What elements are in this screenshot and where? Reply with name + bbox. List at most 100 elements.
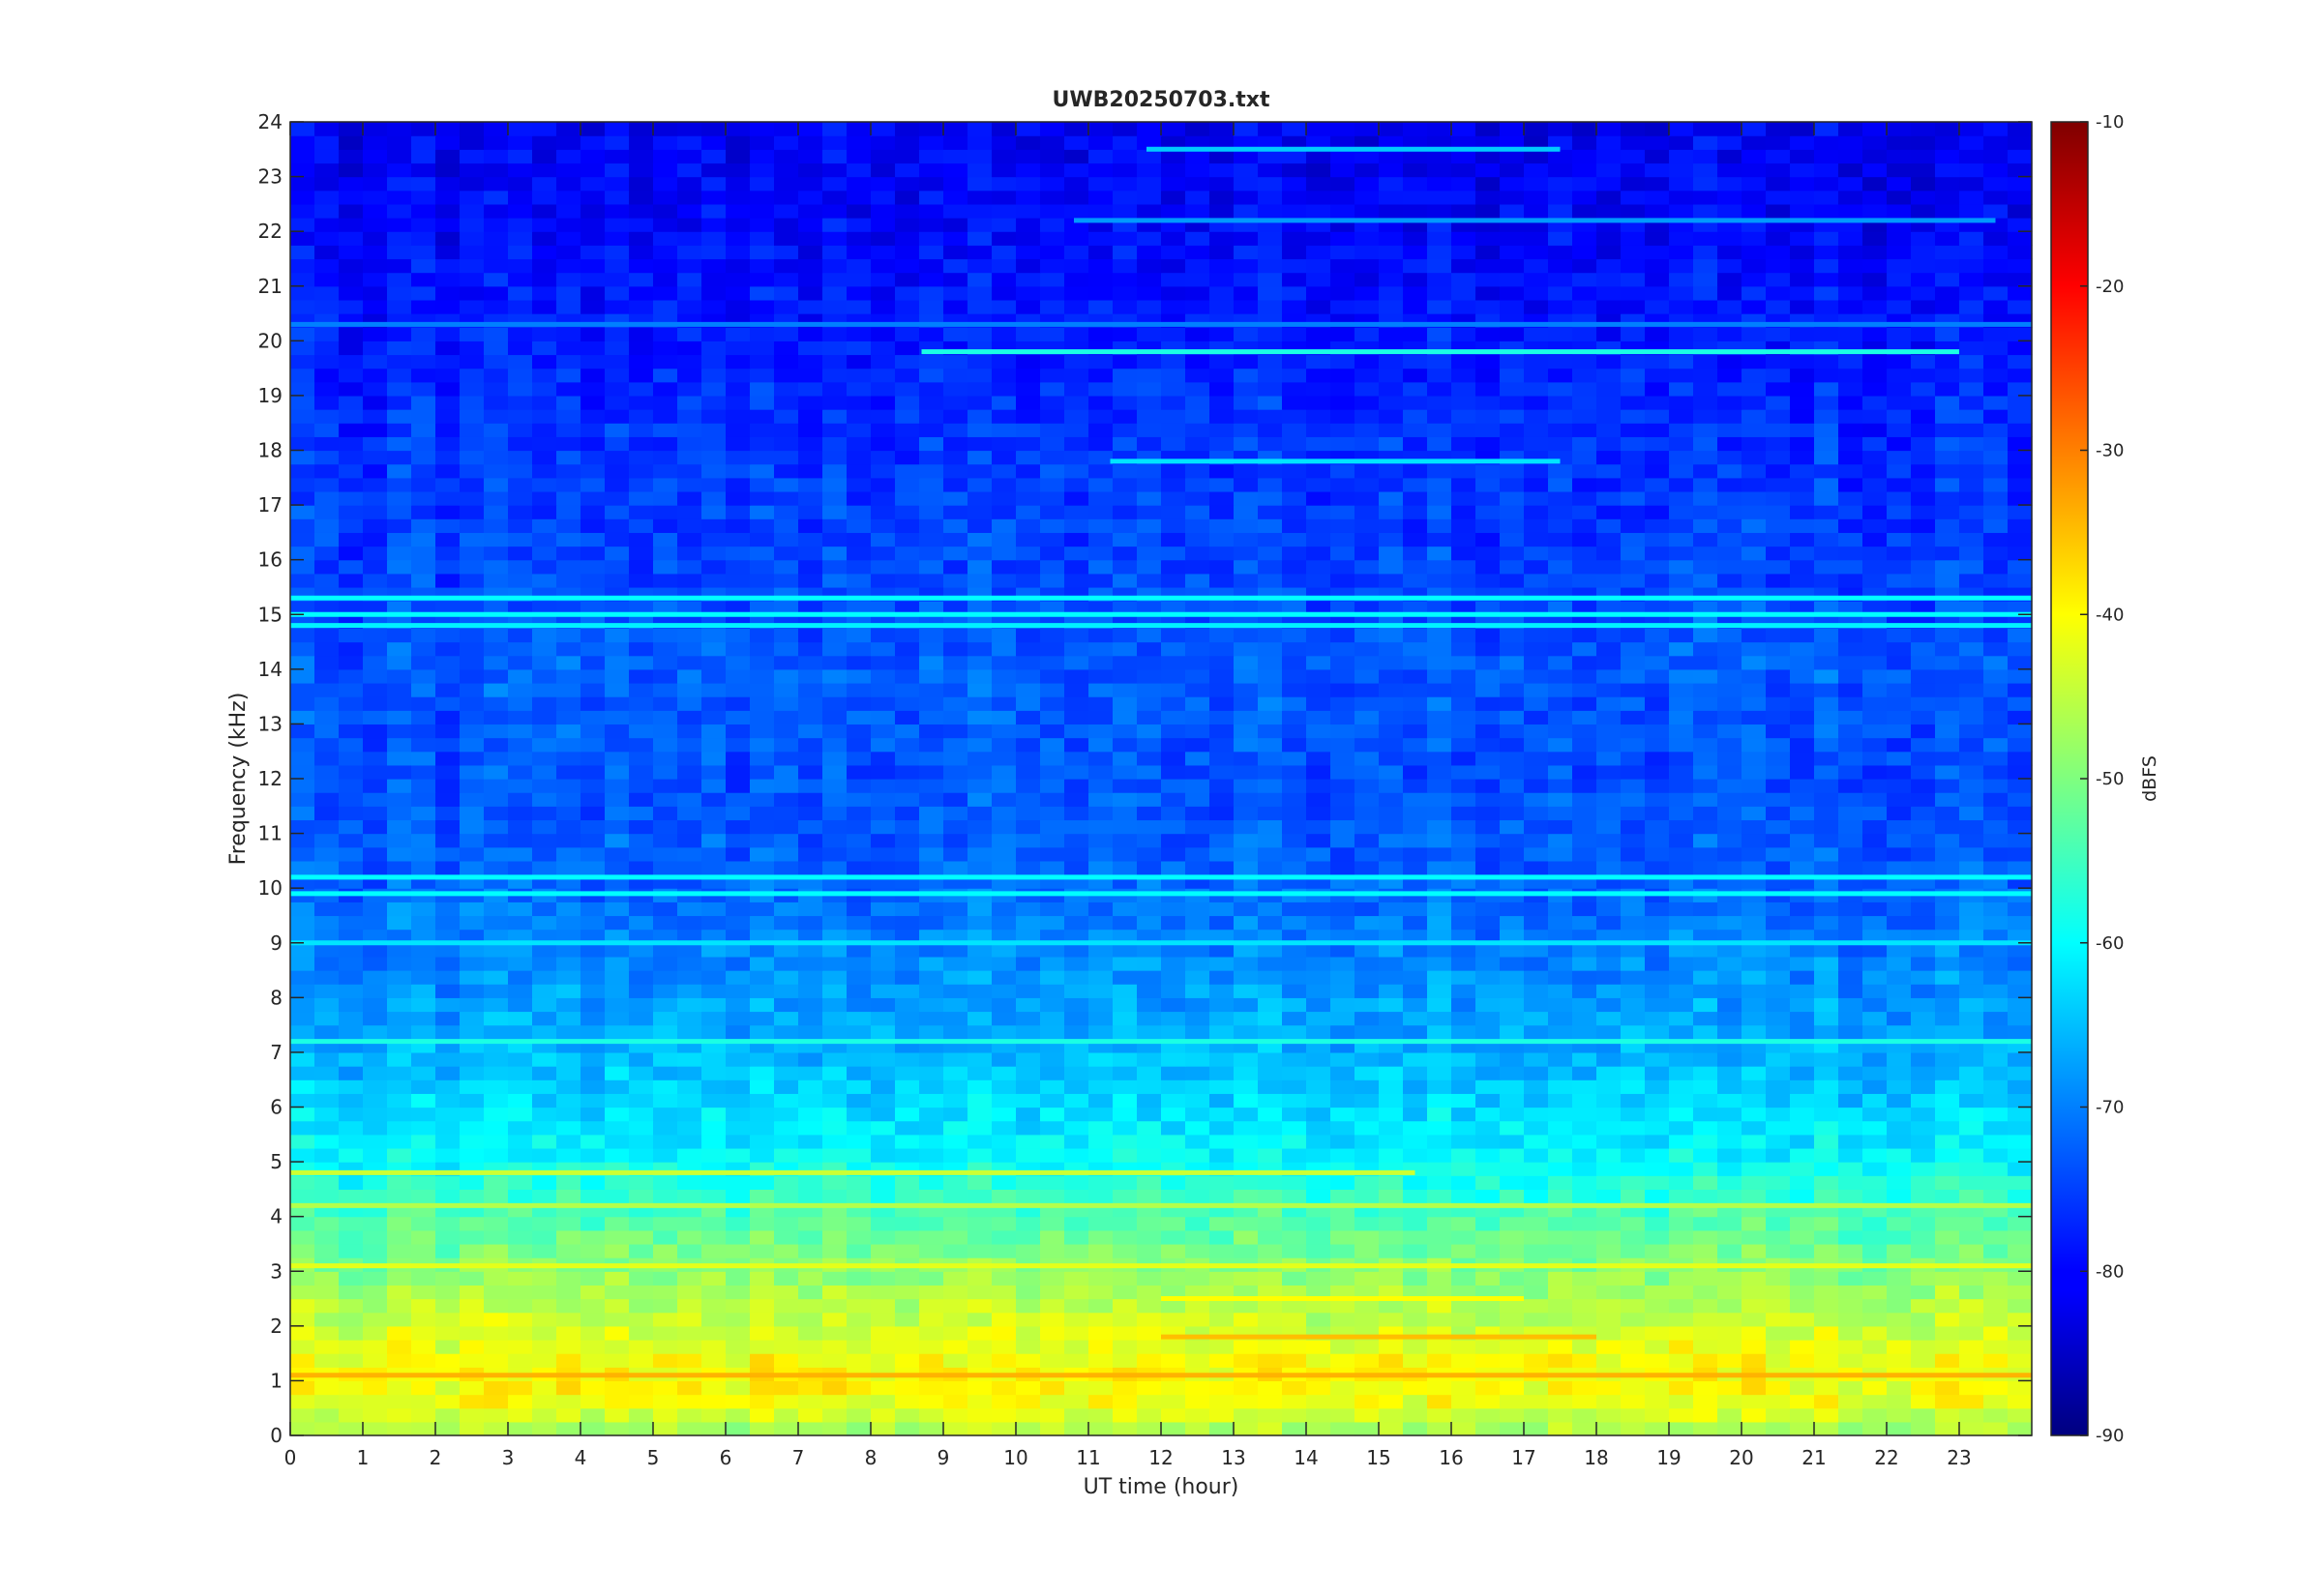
heatmap-cell	[1814, 628, 1839, 643]
heatmap-cell	[1113, 764, 1138, 780]
heatmap-cell	[1742, 806, 1767, 821]
heatmap-cell	[1862, 1407, 1888, 1423]
heatmap-cell	[1935, 915, 1960, 931]
heatmap-cell	[1500, 819, 1525, 835]
heatmap-cell	[339, 1134, 364, 1149]
heatmap-cell	[605, 1024, 630, 1040]
heatmap-cell	[580, 1380, 606, 1396]
heatmap-cell	[701, 1421, 727, 1436]
heatmap-cell	[895, 668, 920, 684]
heatmap-cell	[1137, 1380, 1162, 1396]
heatmap-cell	[943, 846, 968, 862]
heatmap-cell	[847, 546, 872, 561]
heatmap-cell	[1040, 641, 1065, 657]
heatmap-cell	[1209, 1066, 1235, 1080]
heatmap-cell	[532, 696, 557, 711]
heatmap-cell	[1790, 628, 1815, 643]
heatmap-cell	[1983, 1066, 2009, 1080]
heatmap-cell	[1887, 518, 1912, 533]
heatmap-cell	[1427, 601, 1452, 615]
heatmap-cell	[556, 1229, 581, 1245]
heatmap-cell	[1790, 1394, 1815, 1409]
heatmap-cell	[701, 929, 727, 944]
heatmap-cell	[339, 490, 364, 506]
heatmap-cell	[943, 860, 968, 875]
heatmap-cell	[1064, 997, 1089, 1013]
chart-title: UWB20250703.txt	[1053, 88, 1270, 112]
heatmap-cell	[339, 1216, 364, 1231]
heatmap-cell	[1234, 833, 1259, 848]
heatmap-cell	[1040, 724, 1065, 739]
heatmap-cell	[1137, 1394, 1162, 1409]
heatmap-cell	[1137, 1339, 1162, 1354]
heatmap-cell	[677, 929, 702, 944]
heatmap-cell	[798, 942, 823, 958]
heatmap-cell	[1040, 942, 1065, 958]
heatmap-cell	[1354, 1120, 1380, 1136]
heatmap-cell	[1766, 628, 1791, 643]
heatmap-cell	[1354, 1216, 1380, 1231]
heatmap-cell	[314, 682, 340, 697]
heatmap-cell	[1137, 668, 1162, 684]
heatmap-cell	[1282, 710, 1307, 725]
heatmap-cell	[1306, 1298, 1331, 1314]
heatmap-cell	[532, 792, 557, 807]
heatmap-cell	[1621, 518, 1646, 533]
heatmap-cell	[1572, 518, 1597, 533]
heatmap-cell	[701, 1243, 727, 1258]
heatmap-cell	[1524, 1093, 1549, 1108]
heatmap-cell	[1935, 1079, 1960, 1094]
heatmap-cell	[653, 846, 678, 862]
heatmap-cell	[1088, 1189, 1114, 1204]
heatmap-cell	[1911, 779, 1936, 793]
heatmap-cell	[1645, 1271, 1670, 1286]
heatmap-cell	[1983, 806, 2009, 821]
heatmap-cell	[677, 819, 702, 835]
heatmap-cell	[701, 792, 727, 807]
heatmap-cell	[363, 860, 388, 875]
heatmap-cell	[1911, 682, 1936, 697]
heatmap-cell	[1766, 546, 1791, 561]
heatmap-cell	[1282, 1147, 1307, 1163]
heatmap-cell	[1693, 490, 1718, 506]
heatmap-cell	[750, 1024, 775, 1040]
heatmap-cell	[1064, 1024, 1089, 1040]
heatmap-cell	[1693, 710, 1718, 725]
heatmap-cell	[847, 984, 872, 998]
heatmap-cell	[1548, 1120, 1573, 1136]
heatmap-cell	[314, 1394, 340, 1409]
heatmap-cell	[1040, 546, 1065, 561]
heatmap-cell	[290, 1380, 315, 1396]
heatmap-cell	[1500, 1243, 1525, 1258]
heatmap-cell	[363, 970, 388, 985]
heatmap-cell	[1959, 901, 1984, 917]
heatmap-cell	[1040, 1243, 1065, 1258]
heatmap-cell	[1040, 532, 1065, 547]
heatmap-cell	[1500, 710, 1525, 725]
heatmap-cell	[1064, 1011, 1089, 1026]
heatmap-cell	[363, 668, 388, 684]
heatmap-cell	[411, 1079, 436, 1094]
heatmap-cell	[1766, 1175, 1791, 1190]
heatmap-cell	[1427, 997, 1452, 1013]
heatmap-cell	[1935, 573, 1960, 588]
heatmap-cell	[847, 1134, 872, 1149]
heatmap-cell	[1742, 942, 1767, 958]
heatmap-cell	[1161, 724, 1186, 739]
heatmap-cell	[1838, 1285, 1863, 1300]
heatmap-cell	[2008, 833, 2033, 848]
heatmap-cell	[968, 779, 993, 793]
heatmap-cell	[314, 1107, 340, 1122]
heatmap-cell	[363, 1312, 388, 1327]
heatmap-cell	[1621, 628, 1646, 643]
heatmap-cell	[1451, 1162, 1476, 1176]
heatmap-cell	[701, 1093, 727, 1108]
heatmap-cell	[2008, 1271, 2033, 1286]
heatmap-cell	[1887, 819, 1912, 835]
heatmap-cell	[677, 779, 702, 793]
heatmap-cell	[1137, 819, 1162, 835]
heatmap-cell	[1282, 997, 1307, 1013]
heatmap-cell	[1282, 1107, 1307, 1122]
heatmap-cell	[314, 1093, 340, 1108]
heatmap-cell	[1185, 682, 1210, 697]
